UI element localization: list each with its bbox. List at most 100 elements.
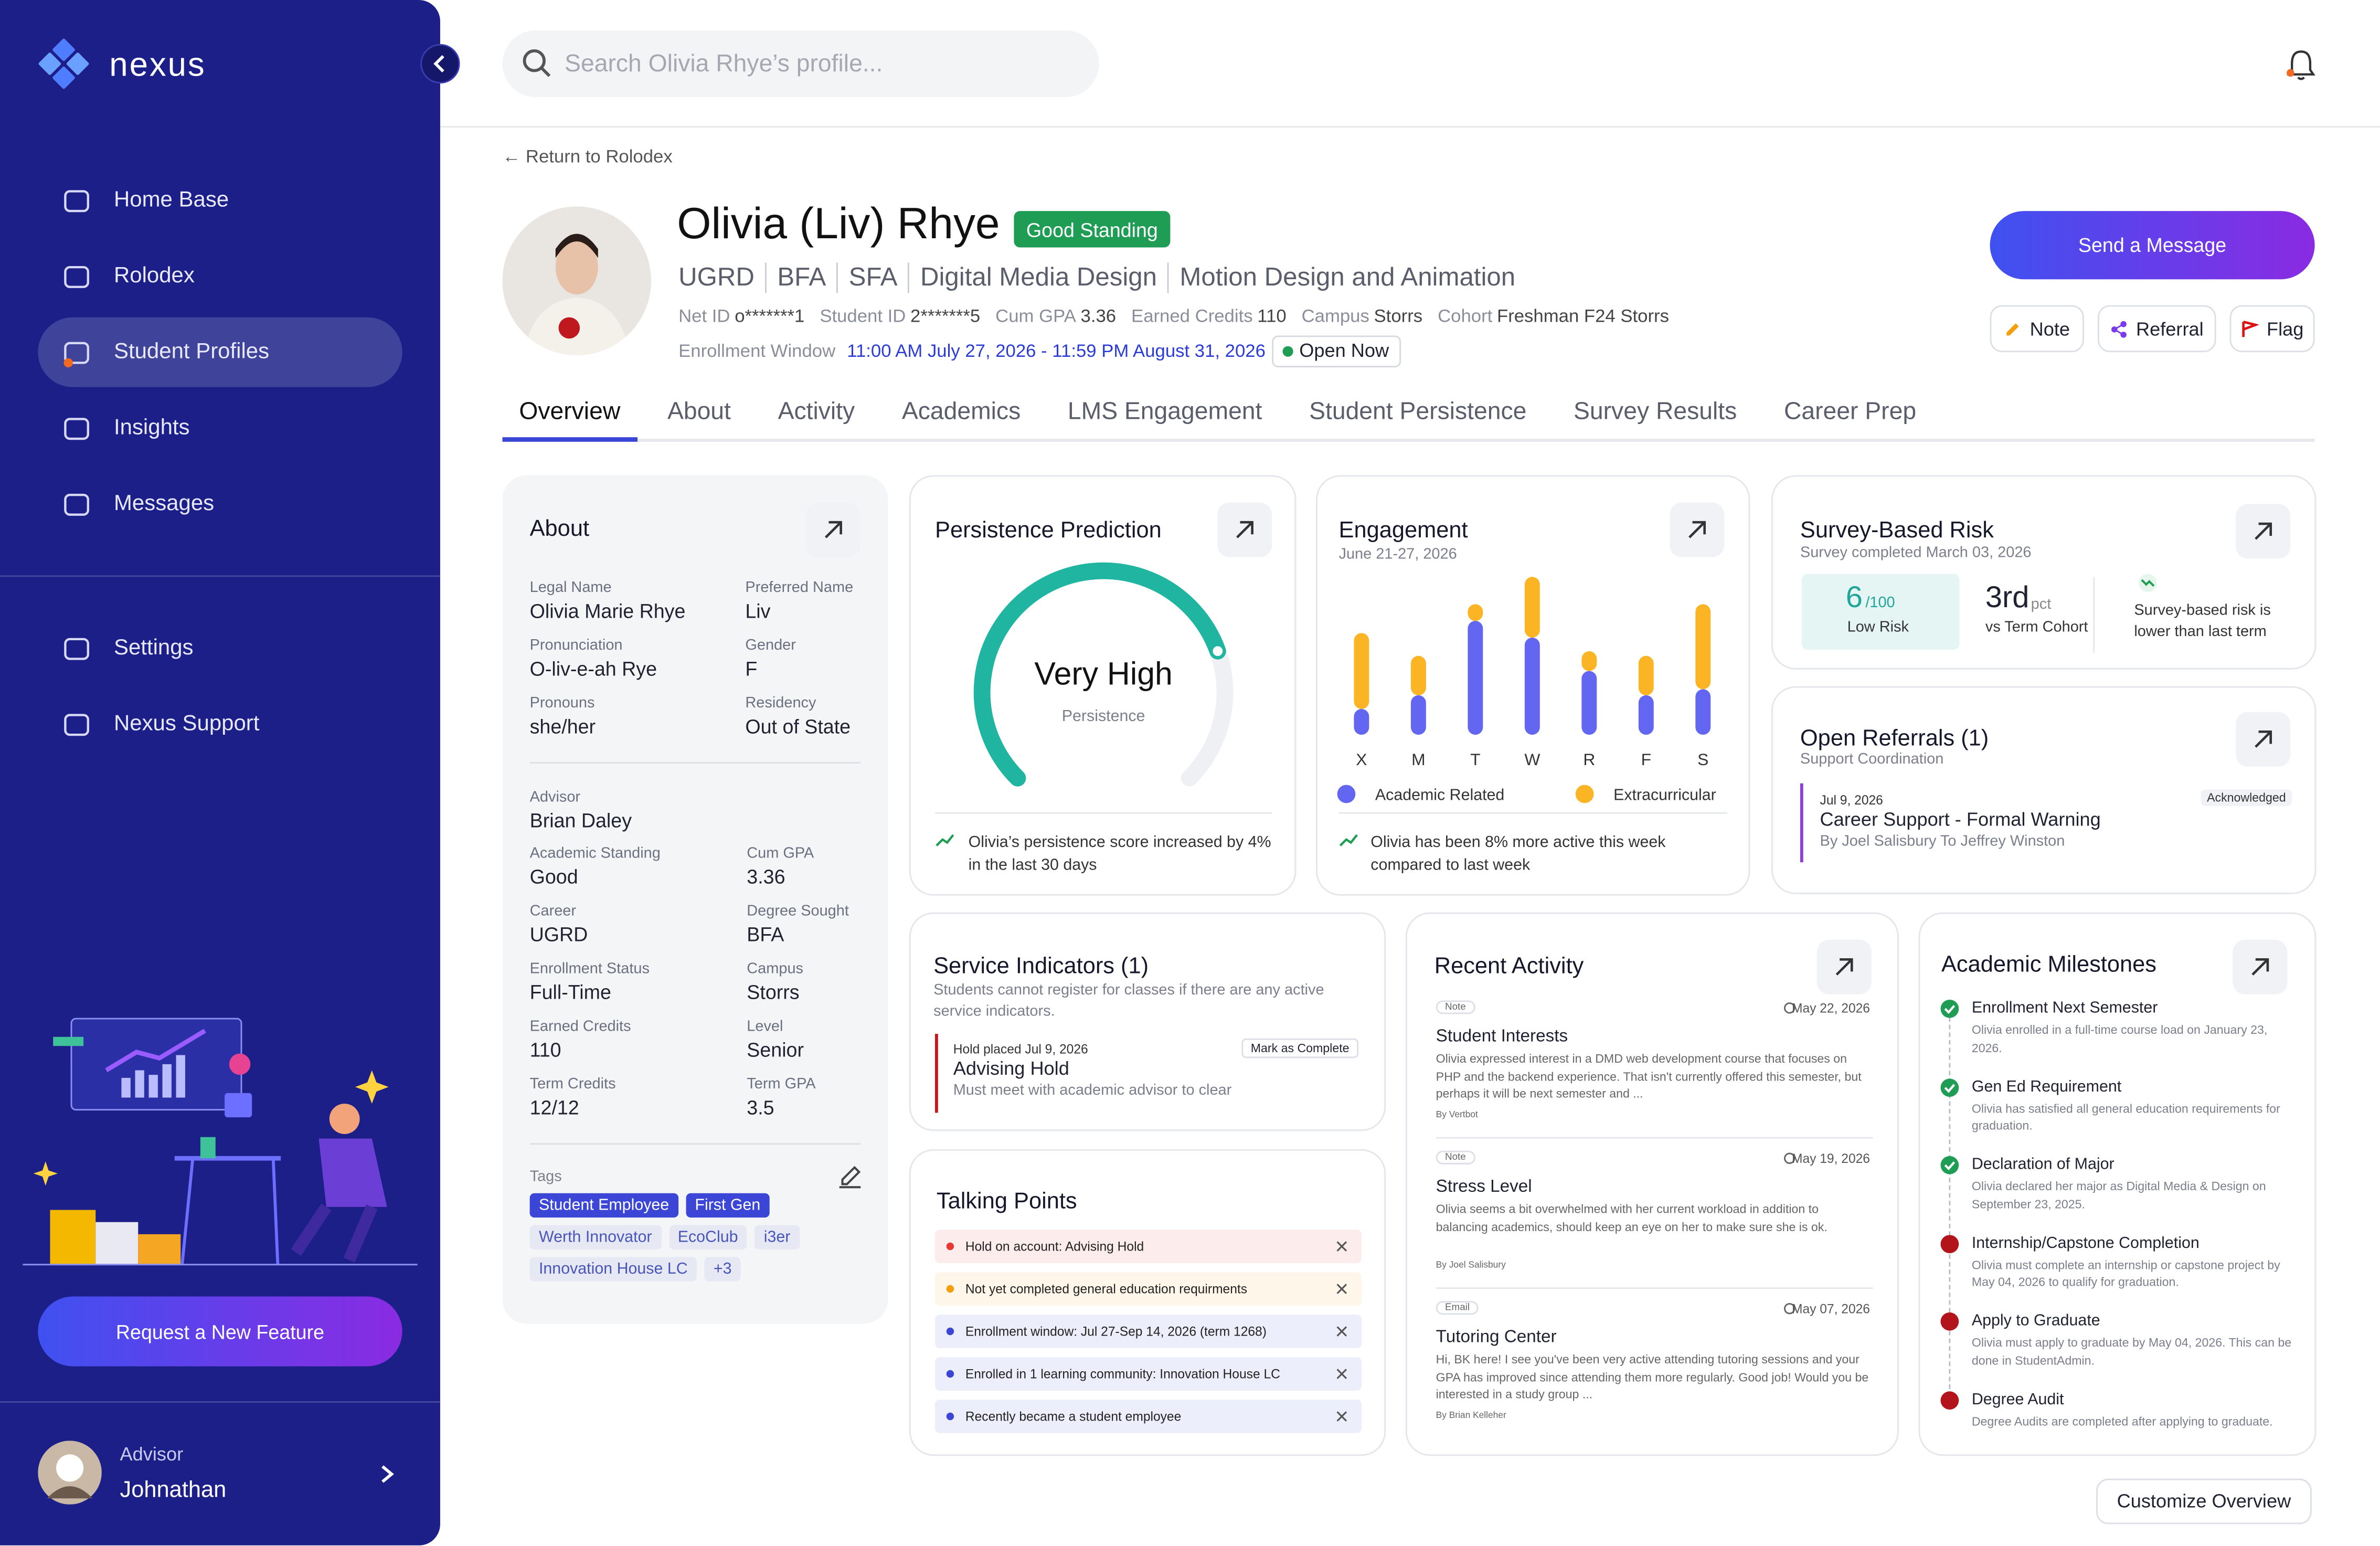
nav-item[interactable]: Student Profiles <box>38 317 402 387</box>
nav-item[interactable]: Nexus Support <box>38 689 402 759</box>
field-label: Cum GPA <box>747 845 814 863</box>
field-label: Term GPA <box>747 1076 816 1093</box>
dismiss[interactable] <box>1336 1240 1348 1252</box>
sidebar: nexus Request a New Feature Advisor John… <box>0 0 440 1545</box>
referral-button[interactable]: Referral <box>2097 305 2216 353</box>
icon-shape <box>64 342 89 364</box>
collapse-button[interactable] <box>420 44 460 84</box>
dismiss[interactable] <box>1336 1410 1348 1422</box>
activity-date: May 07, 2026 <box>1791 1301 1870 1317</box>
request-feature-button[interactable]: Request a New Feature <box>38 1296 402 1367</box>
hold-desc: Must meet with academic advisor to clear <box>953 1082 1232 1099</box>
referral-bar <box>1800 783 1803 863</box>
milestone-dot <box>1940 1234 1959 1253</box>
icon-shape <box>64 418 89 440</box>
dot <box>946 1242 954 1251</box>
check <box>1944 1005 1956 1014</box>
status-dot <box>1282 346 1293 357</box>
nav-label: Messages <box>113 492 215 516</box>
milestone-pending <box>1940 1391 1959 1410</box>
expand-button[interactable] <box>1816 939 1872 994</box>
search-icon <box>523 49 551 77</box>
nav-item[interactable]: Settings <box>38 613 402 683</box>
nav-item[interactable]: Rolodex <box>38 241 402 311</box>
tab[interactable]: Student Persistence <box>1309 399 1527 425</box>
tab[interactable]: About <box>667 399 731 425</box>
programs: UGRD BFA SFA Digital Media Design Motion Des… <box>678 262 1526 293</box>
referral-date: Jul 9, 2026 <box>1820 792 1883 808</box>
legend-label: Academic Related <box>1375 787 1504 804</box>
bar-segment <box>1354 633 1369 709</box>
mark-complete-button[interactable]: Mark as Complete <box>1241 1038 1358 1058</box>
profile-photo <box>502 206 652 355</box>
expand-icon <box>2255 522 2272 540</box>
x-glyph <box>1336 1241 1347 1252</box>
milestone-done <box>1940 1078 1959 1096</box>
flag-button[interactable]: Flag <box>2229 305 2315 353</box>
nav-item[interactable]: Home Base <box>38 165 402 235</box>
tab[interactable]: LMS Engagement <box>1067 399 1262 425</box>
expand-button[interactable] <box>806 502 861 557</box>
talking-point: Hold on account: Advising Hold <box>935 1230 1362 1263</box>
tab[interactable]: Academics <box>901 399 1021 425</box>
milestone-title: Degree Audit <box>1971 1390 2064 1409</box>
tab[interactable]: Overview <box>502 399 638 442</box>
talking-point: Enrolled in 1 learning community: Innova… <box>935 1357 1362 1391</box>
meta-label: Cohort <box>1438 305 1493 326</box>
meta-value: 2*******5 <box>910 305 981 326</box>
milestone-desc: Olivia has satisfied all general educati… <box>1971 1102 2280 1133</box>
nav-icon <box>64 418 89 440</box>
x-glyph <box>1336 1411 1347 1422</box>
talking-point: Not yet completed general education requ… <box>935 1272 1362 1306</box>
nav-label: Insights <box>113 416 190 440</box>
expand-icon <box>2255 730 2272 748</box>
talking-dot <box>946 1242 954 1251</box>
nav-icon <box>64 190 89 213</box>
dismiss[interactable] <box>1336 1368 1348 1380</box>
meta-item: Cohort Freshman F24 Storrs <box>1438 305 1669 326</box>
field-label: Legal Name <box>529 580 612 597</box>
meta-label: Cum GPA <box>995 305 1076 326</box>
nav-item[interactable]: Messages <box>38 469 402 539</box>
back-link[interactable]: ← Return to Rolodex <box>502 145 673 167</box>
nav-label: Rolodex <box>113 264 195 289</box>
field-value: 110 <box>529 1038 561 1062</box>
tag: Werth Innovator <box>529 1225 661 1249</box>
send-message-button[interactable]: Send a Message <box>1990 211 2315 280</box>
expand-button[interactable] <box>2233 939 2288 994</box>
divider <box>935 812 1272 814</box>
notification-bell[interactable] <box>2285 47 2318 83</box>
bar-segment <box>1638 695 1654 735</box>
arrow-glyph <box>1688 521 1706 538</box>
tab[interactable]: Career Prep <box>1783 399 1917 425</box>
nav-item[interactable]: Insights <box>38 393 402 463</box>
field-label: Pronouns <box>529 695 595 712</box>
talking-dot <box>946 1370 954 1378</box>
search-box[interactable]: Search Olivia Rhye’s profile... <box>502 30 1099 98</box>
arrow-glyph <box>2255 730 2272 748</box>
tab[interactable]: Survey Results <box>1574 399 1737 425</box>
milestone-dot <box>1940 1078 1959 1096</box>
tab[interactable]: Activity <box>778 399 855 425</box>
field-label: Campus <box>747 961 804 978</box>
cohort-rank-unit: pct <box>2031 596 2052 613</box>
edit-tags[interactable] <box>838 1164 862 1189</box>
expand-button[interactable] <box>2236 504 2291 559</box>
field-label: Level <box>747 1019 783 1035</box>
clock <box>1783 1152 1795 1164</box>
chevron[interactable] <box>376 1462 398 1486</box>
customize-overview-button[interactable]: Customize Overview <box>2096 1478 2312 1524</box>
expand-button[interactable] <box>2236 712 2291 767</box>
note-button[interactable]: Note <box>1990 305 2084 353</box>
dismiss[interactable] <box>1336 1325 1348 1337</box>
activity-body: Hi, BK here! I see you've been very acti… <box>1436 1352 1869 1402</box>
talking-point: Recently became a student employee <box>935 1400 1362 1433</box>
dismiss[interactable] <box>1336 1283 1348 1295</box>
expand-button[interactable] <box>1217 502 1272 557</box>
legend-label: Extracurricular <box>1613 787 1716 804</box>
open-now-badge: Open Now <box>1272 335 1401 368</box>
field-label: Pronunciation <box>529 638 623 654</box>
expand-button[interactable] <box>1670 502 1725 557</box>
nav-icon <box>64 266 89 288</box>
clock <box>1783 1303 1795 1315</box>
